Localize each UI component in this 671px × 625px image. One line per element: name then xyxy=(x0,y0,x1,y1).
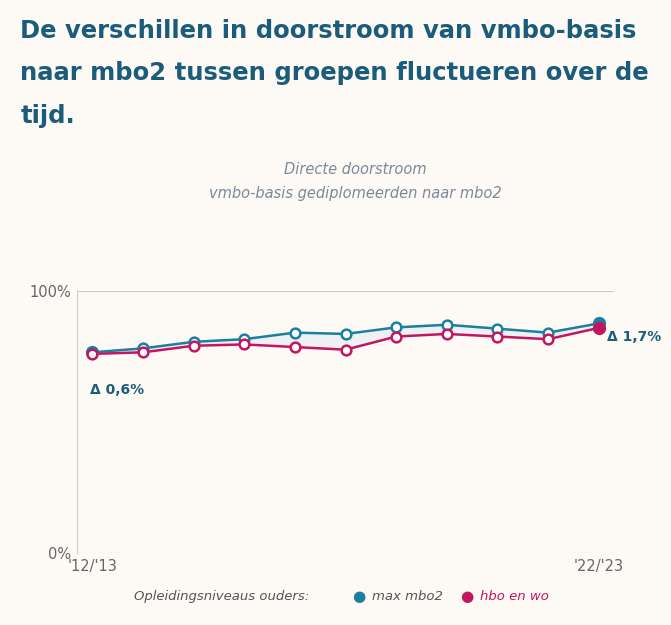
Text: ●: ● xyxy=(352,589,366,604)
Text: De verschillen in doorstroom van vmbo-basis: De verschillen in doorstroom van vmbo-ba… xyxy=(20,19,637,42)
Text: vmbo-basis gediplomeerden naar mbo2: vmbo-basis gediplomeerden naar mbo2 xyxy=(209,186,502,201)
Text: Directe doorstroom: Directe doorstroom xyxy=(285,162,427,177)
Text: Δ 1,7%: Δ 1,7% xyxy=(607,331,662,344)
Text: ●: ● xyxy=(460,589,473,604)
Text: Opleidingsniveaus ouders:: Opleidingsniveaus ouders: xyxy=(134,591,309,603)
Text: Δ 0,6%: Δ 0,6% xyxy=(90,383,144,397)
Text: max mbo2: max mbo2 xyxy=(372,591,444,603)
Text: hbo en wo: hbo en wo xyxy=(480,591,549,603)
Text: tijd.: tijd. xyxy=(20,104,75,127)
Text: naar mbo2 tussen groepen fluctueren over de: naar mbo2 tussen groepen fluctueren over… xyxy=(20,61,649,85)
